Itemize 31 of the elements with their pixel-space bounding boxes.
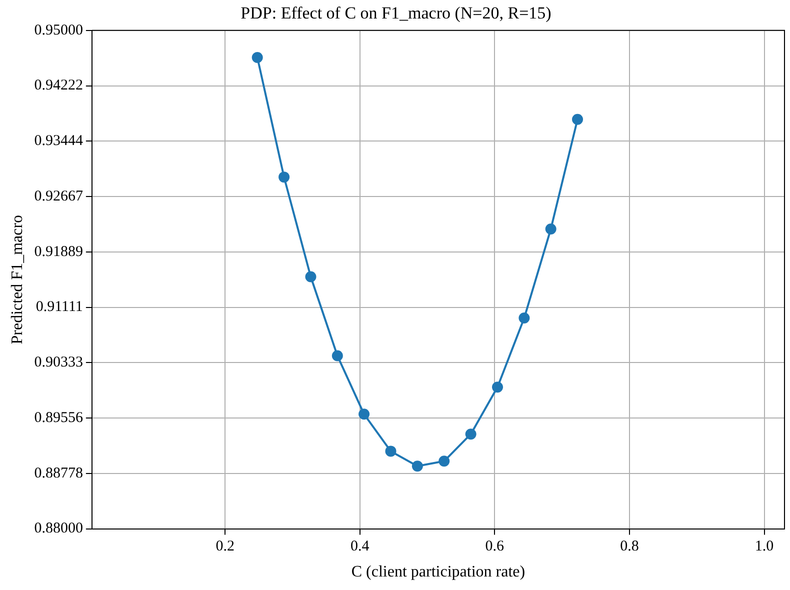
x-tick-label: 1.0 xyxy=(754,538,774,555)
y-tick-label: 0.95000 xyxy=(34,22,83,38)
y-tick-label: 0.94222 xyxy=(34,78,83,94)
point xyxy=(518,312,530,324)
y-tick-label: 0.89556 xyxy=(34,410,84,426)
point xyxy=(252,52,263,63)
chart-title: PDP: Effect of C on F1_macro (N=20, R=15) xyxy=(240,4,552,23)
point xyxy=(358,408,370,420)
y-tick-label: 0.93444 xyxy=(34,133,84,150)
point xyxy=(492,382,504,393)
y-tick-label: 0.88000 xyxy=(34,520,83,537)
y-tick-label: 0.91889 xyxy=(34,244,83,260)
y-tick-label: 0.91111 xyxy=(36,299,83,316)
x-tick-label: 0.2 xyxy=(216,538,234,555)
point xyxy=(572,114,584,125)
point xyxy=(332,350,343,362)
point xyxy=(385,446,396,457)
x-tick-label: 0.6 xyxy=(485,538,505,555)
point xyxy=(278,172,290,183)
point xyxy=(545,224,556,235)
point xyxy=(438,456,450,467)
x-axis-title: C (client participation rate) xyxy=(351,564,526,581)
x-tick-label: 0.8 xyxy=(620,538,639,555)
point xyxy=(412,460,423,472)
y-tick-label: 0.92667 xyxy=(34,188,84,204)
x-tick-label: 0.4 xyxy=(350,538,370,555)
y-tick-label: 0.88778 xyxy=(34,465,83,482)
y-axis-title: Predicted F1_macro xyxy=(8,214,26,344)
y-tick-label: 0.90333 xyxy=(34,354,83,371)
point xyxy=(305,271,316,282)
point xyxy=(465,428,476,440)
